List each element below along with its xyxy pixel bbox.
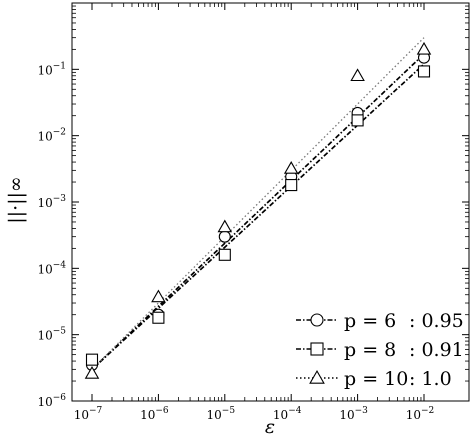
y-tick-label: 10−3 [37, 194, 66, 210]
data-point-square [85, 353, 99, 366]
x-tick-label: 10−2 [406, 406, 435, 422]
data-point-triangle [283, 161, 299, 174]
fit-line-circle [91, 53, 425, 370]
legend: p = 6 : 0.95 p = 8 : 0.91p = 10: 1.0 [296, 310, 464, 390]
data-point-square [285, 179, 298, 192]
x-tick-label: 10−4 [273, 406, 302, 422]
legend-marker-circle [310, 313, 324, 327]
legend-label-rate: : 1.0 [409, 368, 452, 390]
legend-label-p: p = 10 [344, 368, 408, 390]
data-point-circle [218, 230, 231, 243]
axis-ticks [72, 3, 469, 402]
data-point-triangle [151, 289, 166, 303]
legend-label-p: p = 6 [344, 310, 396, 332]
data-point-square [351, 114, 364, 127]
legend-marker-triangle [309, 369, 325, 384]
x-tick-label: 10−6 [140, 406, 169, 422]
y-tick-label: 10−6 [37, 393, 66, 409]
y-tick-label: 10−1 [37, 61, 66, 77]
x-tick-label: 10−5 [207, 406, 236, 422]
x-tick-label: 10−3 [339, 406, 368, 422]
legend-label-p: p = 8 [344, 339, 396, 361]
x-axis-label: ε [265, 416, 275, 437]
data-point-square [417, 65, 431, 78]
legend-label-rate: : 0.91 [409, 339, 464, 361]
y-tick-label: 10−2 [37, 128, 66, 144]
y-axis-label: ||·||∞ [5, 176, 27, 223]
data-point-square [152, 311, 165, 324]
data-point-triangle [84, 366, 100, 379]
fit-line-square [91, 63, 425, 370]
tick-labels: 10−7 10−6 10−5 10−4 10−3 10−2 10−6 10−5 10−4 10−3… [37, 61, 434, 422]
legend-marker-square [310, 342, 324, 356]
y-tick-label: 10−5 [37, 327, 66, 343]
y-tick-label: 10−4 [37, 260, 66, 276]
fit-lines [91, 37, 425, 370]
data-markers [84, 41, 432, 379]
data-point-triangle [217, 219, 233, 233]
x-tick-label: 10−7 [74, 406, 103, 422]
legend-label-rate: : 0.95 [409, 310, 464, 332]
data-point-square [218, 248, 231, 261]
data-point-triangle [350, 68, 365, 82]
data-point-triangle [416, 41, 432, 55]
